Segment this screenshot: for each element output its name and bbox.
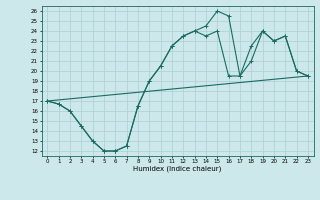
X-axis label: Humidex (Indice chaleur): Humidex (Indice chaleur): [133, 166, 222, 172]
